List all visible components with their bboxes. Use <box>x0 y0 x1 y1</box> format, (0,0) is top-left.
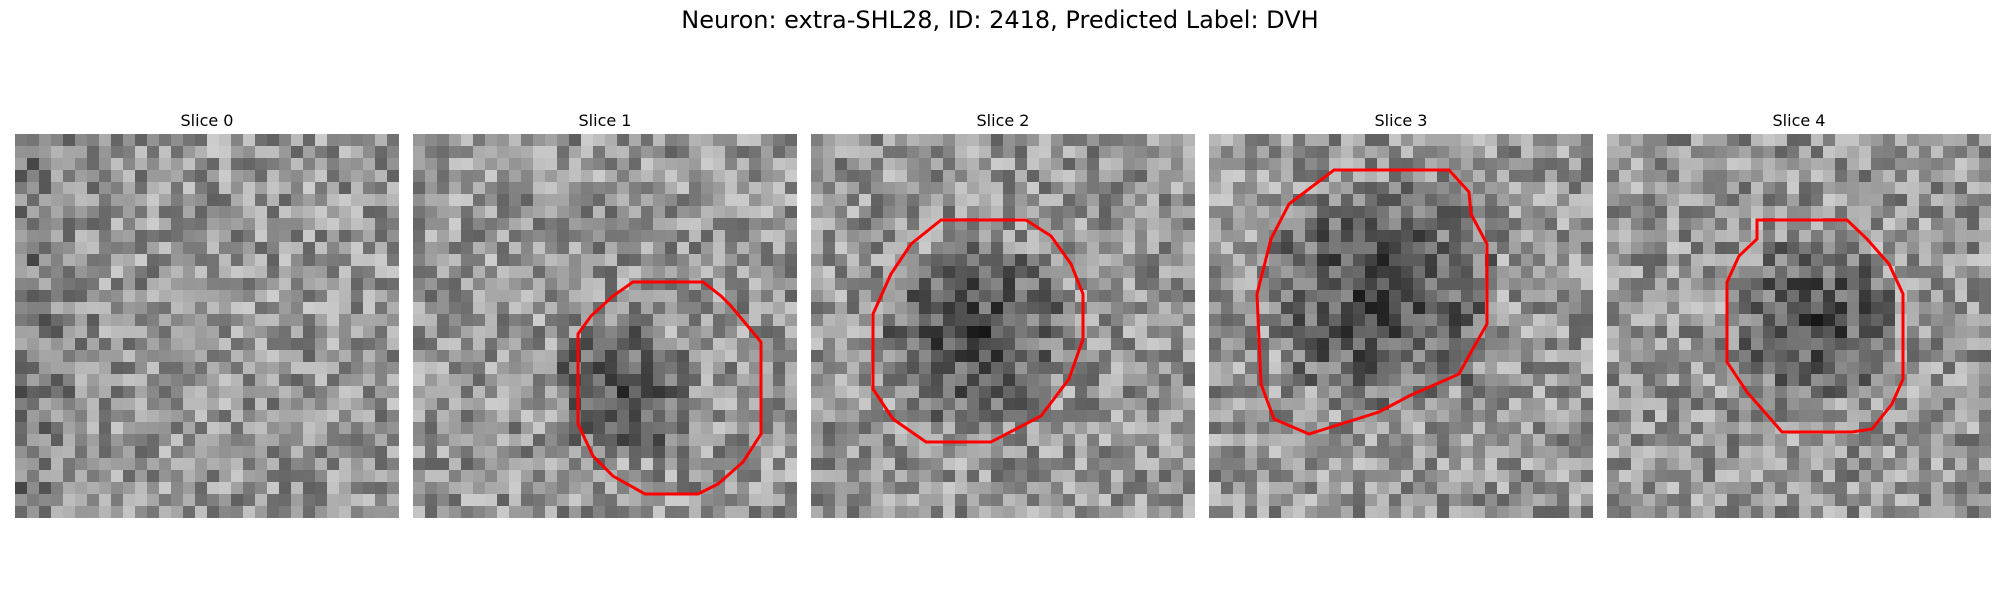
slice-panel-2: Slice 2 <box>811 110 1195 518</box>
figure-title: Neuron: extra-SHL28, ID: 2418, Predicted… <box>681 6 1319 34</box>
slice-title-2: Slice 2 <box>976 111 1030 130</box>
slice-pixels-3 <box>1209 134 1593 518</box>
slice-title-0: Slice 0 <box>180 111 234 130</box>
slice-panel-3: Slice 3 <box>1209 110 1593 518</box>
slice-title-3: Slice 3 <box>1374 111 1428 130</box>
slice-panel-1: Slice 1 <box>413 110 797 518</box>
roi-outline <box>871 218 1085 444</box>
slice-image-4 <box>1607 134 1991 518</box>
slice-title-1: Slice 1 <box>578 111 632 130</box>
slice-image-2 <box>811 134 1195 518</box>
slice-image-1 <box>413 134 797 518</box>
roi-outline <box>1255 168 1489 436</box>
slice-pixels-4 <box>1607 134 1991 518</box>
slice-title-4: Slice 4 <box>1772 111 1826 130</box>
slice-image-0 <box>15 134 399 518</box>
slice-pixels-1 <box>413 134 797 518</box>
slice-panel-0: Slice 0 <box>15 110 399 518</box>
slice-pixels-2 <box>811 134 1195 518</box>
slice-pixels-0 <box>15 134 399 518</box>
slice-image-3 <box>1209 134 1593 518</box>
roi-outline <box>576 280 763 496</box>
slice-panel-4: Slice 4 <box>1607 110 1991 518</box>
roi-outline <box>1725 218 1905 434</box>
